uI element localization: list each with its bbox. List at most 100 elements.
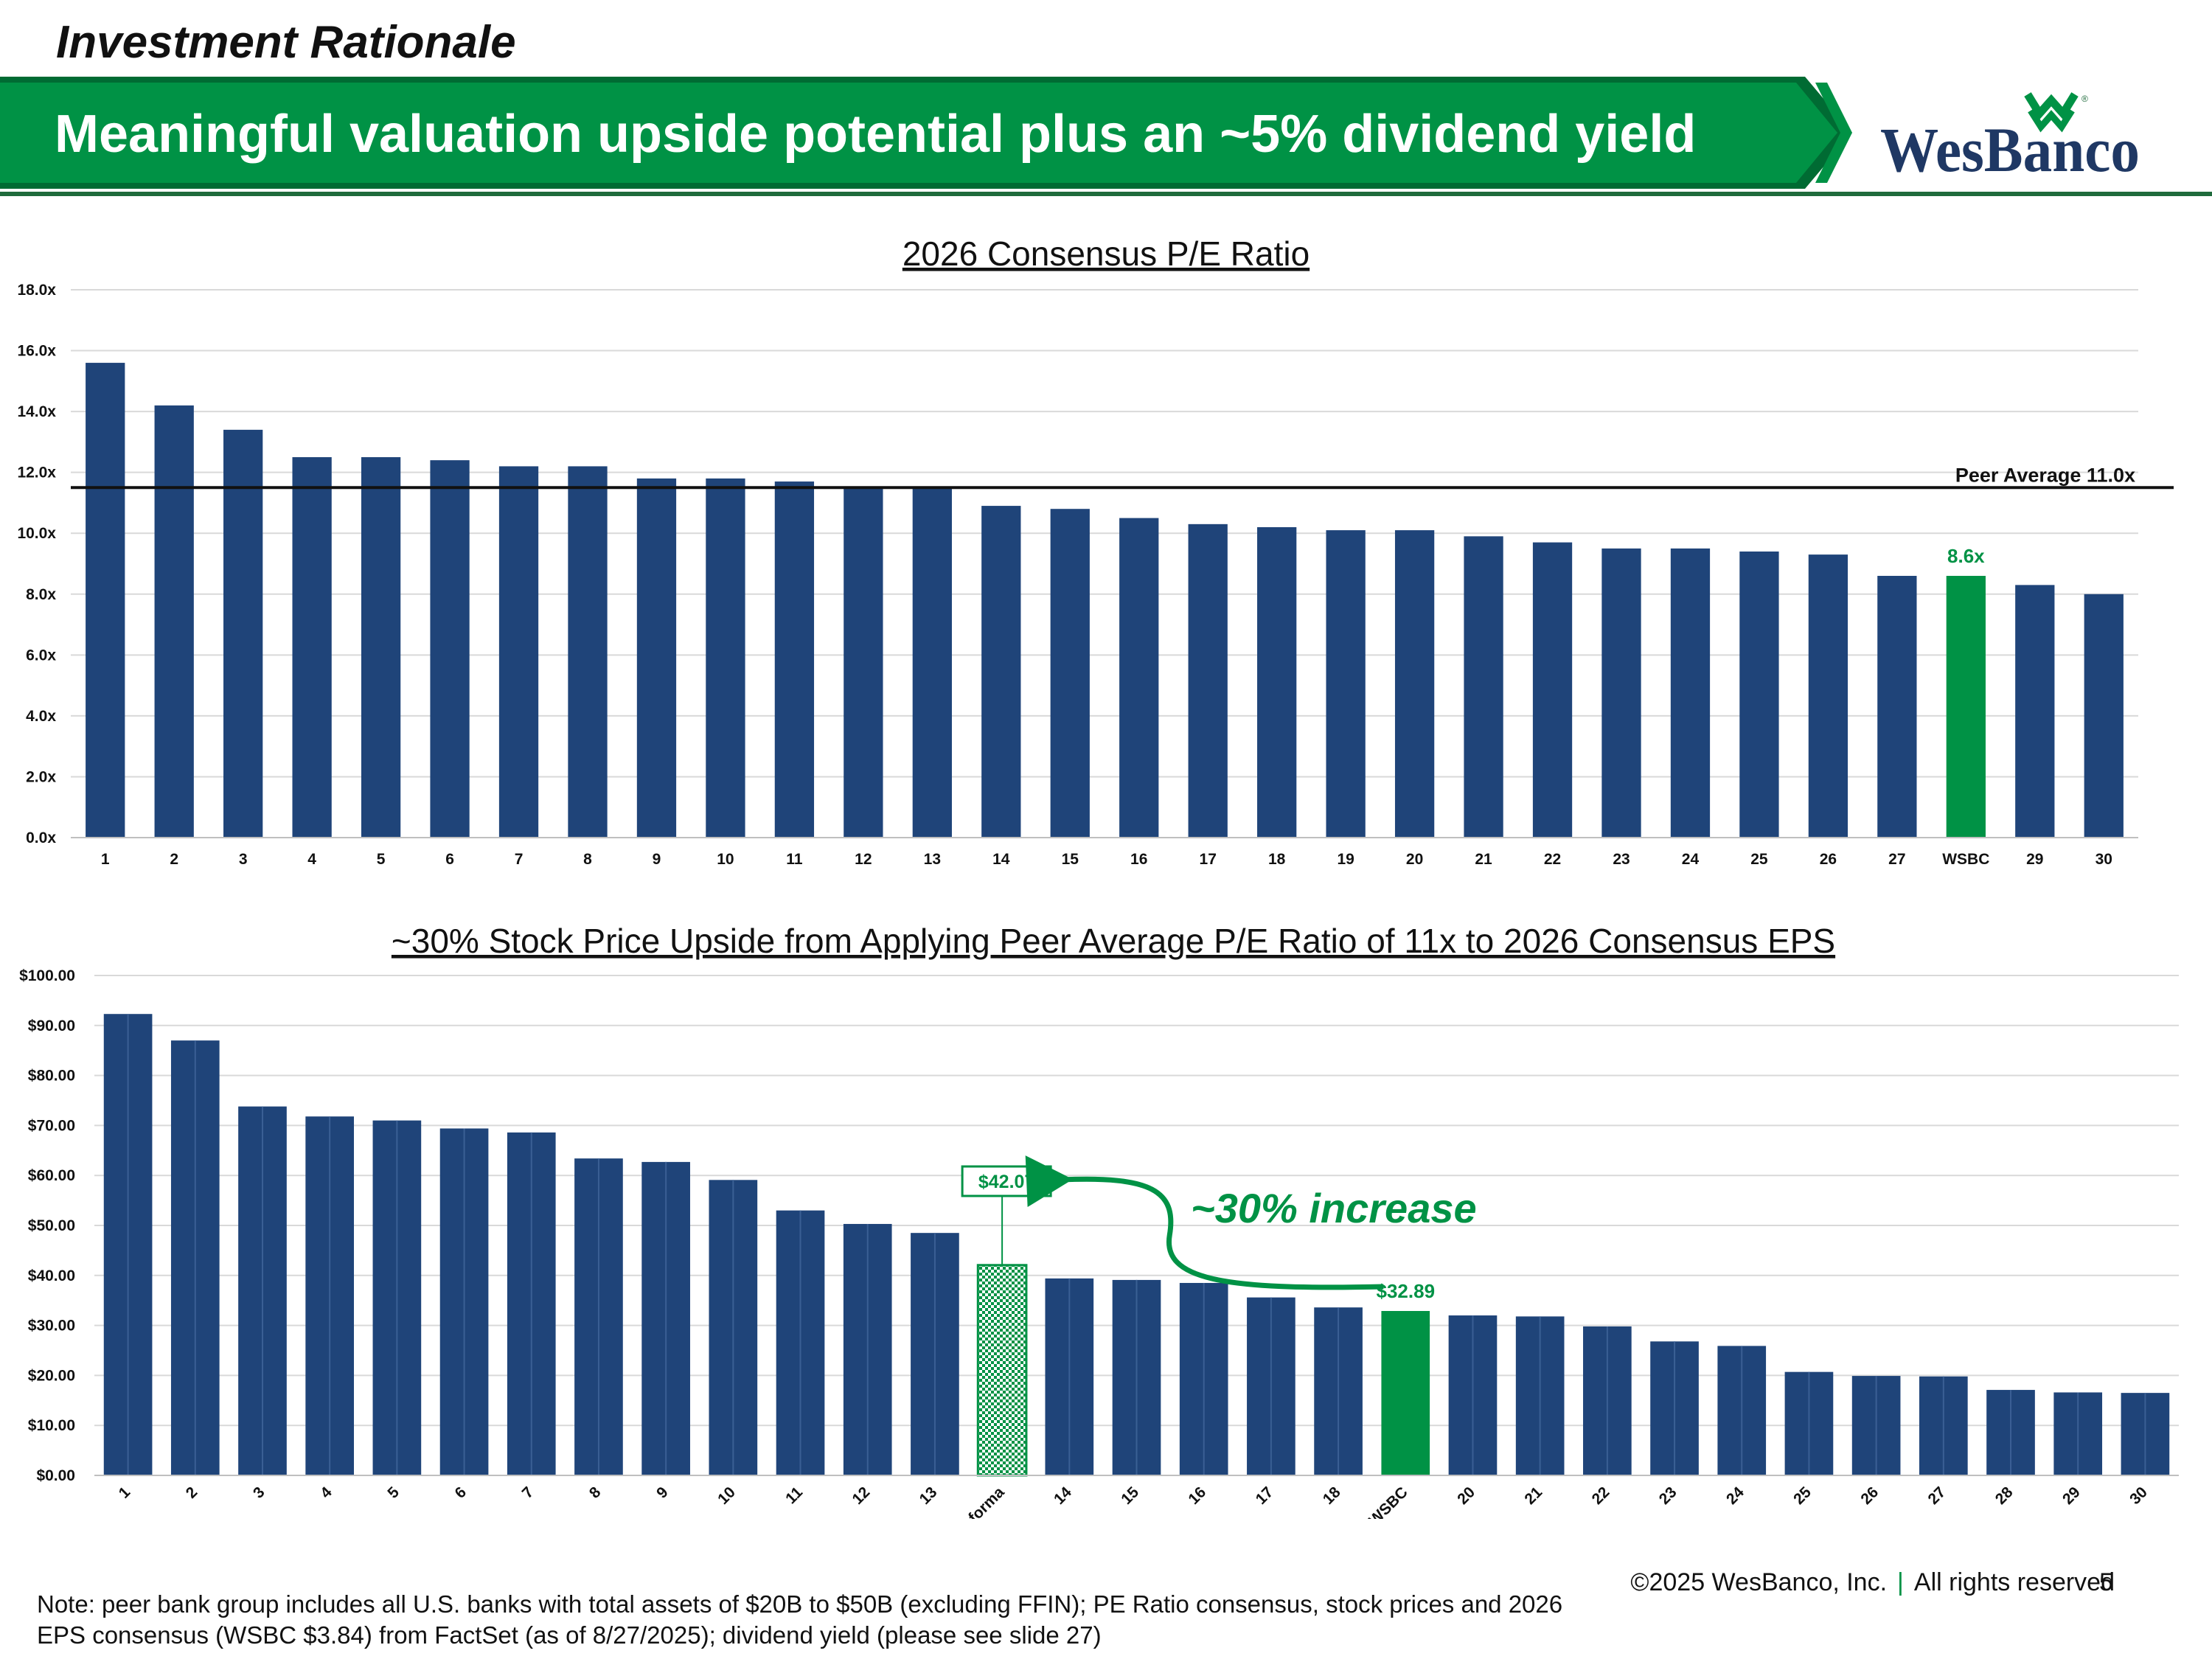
rights-text: All rights reserved bbox=[1913, 1568, 2115, 1596]
y-tick-label: 18.0x bbox=[17, 282, 56, 299]
section-label: Investment Rationale bbox=[56, 17, 516, 68]
x-tick-label: 4 bbox=[317, 1484, 335, 1502]
x-tick-label: 23 bbox=[1656, 1484, 1680, 1508]
x-tick-label: 11 bbox=[782, 1484, 806, 1507]
x-tick-label: 28 bbox=[1992, 1484, 2017, 1508]
page-title: Meaningful valuation upside potential pl… bbox=[55, 105, 1697, 164]
y-tick-label: 14.0x bbox=[17, 403, 56, 420]
x-tick-label: 8 bbox=[586, 1484, 605, 1502]
x-tick-label: 6 bbox=[445, 851, 454, 868]
y-tick-label: $0.00 bbox=[36, 1467, 75, 1484]
x-tick-label: 24 bbox=[1682, 851, 1700, 868]
logo-mark-icon bbox=[2024, 92, 2079, 133]
bar-WSBC bbox=[1381, 1311, 1430, 1475]
wesbanco-logo: ® WesBanco bbox=[1880, 92, 2140, 184]
x-tick-label: 29 bbox=[2059, 1484, 2084, 1508]
highlight-value-label: $32.89 bbox=[1377, 1280, 1436, 1302]
bar-22 bbox=[1532, 542, 1573, 838]
bar-6 bbox=[430, 460, 470, 838]
x-tick-label: 27 bbox=[1925, 1484, 1950, 1508]
peer-average-label: Peer Average 11.0x bbox=[1955, 464, 2135, 486]
bar-7 bbox=[498, 466, 539, 838]
x-tick-label: 16 bbox=[1185, 1484, 1209, 1508]
x-tick-label: 11 bbox=[786, 851, 803, 868]
x-tick-label: 1 bbox=[116, 1484, 134, 1502]
x-tick-label: 20 bbox=[1406, 851, 1423, 868]
x-tick-label: 6 bbox=[452, 1484, 470, 1502]
y-tick-label: 12.0x bbox=[17, 465, 56, 481]
bar-3 bbox=[223, 429, 263, 838]
x-tick-label: 21 bbox=[1521, 1484, 1545, 1508]
bar-26 bbox=[1808, 554, 1848, 838]
bar-11 bbox=[774, 481, 815, 838]
x-tick-label: 23 bbox=[1613, 851, 1630, 868]
x-tick-label: 26 bbox=[1857, 1484, 1882, 1508]
y-tick-label: $30.00 bbox=[28, 1318, 75, 1335]
bar-19 bbox=[1326, 530, 1366, 838]
logo-registered: ® bbox=[2081, 94, 2088, 104]
y-tick-label: 0.0x bbox=[26, 830, 56, 846]
y-tick-label: $10.00 bbox=[28, 1417, 75, 1434]
chart-title: 2026 Consensus P/E Ratio bbox=[902, 234, 1310, 273]
x-tick-label: 8 bbox=[583, 851, 592, 868]
x-tick-label: 10 bbox=[717, 851, 734, 868]
bar-12 bbox=[844, 487, 883, 838]
y-tick-label: $70.00 bbox=[28, 1117, 75, 1134]
x-tick-label: 16 bbox=[1130, 851, 1147, 868]
bar-5 bbox=[361, 457, 401, 838]
x-tick-label: 14 bbox=[992, 851, 1010, 868]
x-tick-label: WSBC bbox=[1942, 851, 1989, 868]
x-tick-label: 3 bbox=[250, 1484, 268, 1502]
header-divider bbox=[0, 192, 2212, 196]
x-tick-label: 7 bbox=[519, 1484, 538, 1502]
bar-25 bbox=[1739, 551, 1779, 838]
highlight-value-label: 8.6x bbox=[1947, 545, 1985, 567]
footer-copyright: ©2025 WesBanco, Inc. | All rights reserved bbox=[1630, 1568, 2115, 1597]
bar-10 bbox=[706, 478, 745, 838]
bar-30 bbox=[2084, 594, 2124, 838]
x-tick-label: 26 bbox=[1820, 851, 1837, 868]
bar-Proforma bbox=[976, 1264, 1028, 1477]
proforma-value-label: $42.07 bbox=[978, 1172, 1034, 1192]
x-tick-label: 24 bbox=[1723, 1484, 1747, 1508]
y-tick-label: 8.0x bbox=[26, 586, 56, 603]
y-tick-label: $50.00 bbox=[28, 1217, 75, 1234]
x-tick-label: 12 bbox=[849, 1484, 873, 1508]
copyright-text: ©2025 WesBanco, Inc. bbox=[1630, 1568, 1888, 1596]
x-tick-label: 3 bbox=[239, 851, 248, 868]
x-tick-label: 12 bbox=[855, 851, 872, 868]
footnote: Note: peer bank group includes all U.S. … bbox=[37, 1590, 1563, 1649]
x-tick-label: WSBC bbox=[1366, 1484, 1411, 1519]
x-tick-label: 25 bbox=[1790, 1484, 1815, 1508]
x-tick-label: 2 bbox=[183, 1484, 201, 1502]
bar-15 bbox=[1050, 509, 1090, 838]
bar-20 bbox=[1394, 530, 1435, 838]
x-tick-label: 27 bbox=[1888, 851, 1905, 868]
y-tick-label: 16.0x bbox=[17, 343, 56, 360]
bar-18 bbox=[1257, 526, 1297, 838]
x-tick-label: 30 bbox=[2126, 1484, 2151, 1508]
bar-27 bbox=[1877, 576, 1917, 838]
y-tick-label: $100.00 bbox=[19, 967, 75, 984]
x-tick-label: 19 bbox=[1337, 851, 1354, 868]
bar-17 bbox=[1188, 524, 1228, 838]
x-tick-label: 13 bbox=[924, 851, 941, 868]
bar-13 bbox=[912, 487, 952, 838]
x-tick-label: 7 bbox=[515, 851, 524, 868]
x-tick-label: 1 bbox=[101, 851, 110, 868]
x-tick-label: 14 bbox=[1051, 1484, 1075, 1508]
x-tick-label: 5 bbox=[377, 851, 386, 868]
bar-WSBC bbox=[1946, 576, 1986, 838]
y-tick-label: 6.0x bbox=[26, 647, 56, 664]
chart-title: ~30% Stock Price Upside from Applying Pe… bbox=[392, 922, 1835, 960]
bar-1 bbox=[86, 363, 125, 838]
x-tick-label: 22 bbox=[1589, 1484, 1613, 1508]
x-tick-label: 10 bbox=[714, 1484, 739, 1508]
x-tick-label: 18 bbox=[1320, 1484, 1344, 1508]
bar-4 bbox=[292, 457, 332, 838]
page-number: 5 bbox=[2099, 1568, 2113, 1596]
bar-23 bbox=[1601, 548, 1641, 838]
bar-16 bbox=[1119, 518, 1159, 838]
bar-8 bbox=[568, 466, 608, 838]
stock-price-chart: ~30% Stock Price Upside from Applying Pe… bbox=[19, 922, 2179, 1519]
